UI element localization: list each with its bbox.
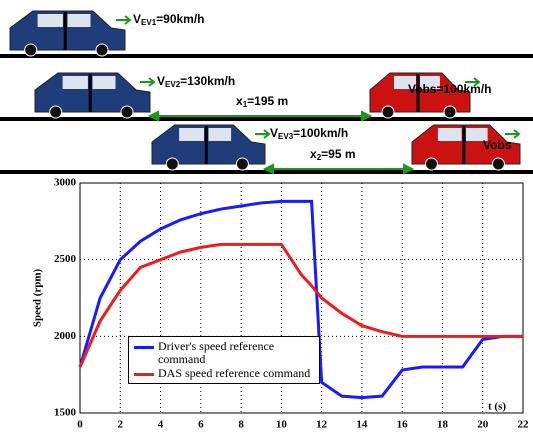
wheel	[96, 44, 108, 56]
wheel	[50, 106, 62, 118]
x-tick-label: 14	[356, 419, 368, 431]
speed-label: VEV1=90km/h	[133, 12, 205, 27]
car	[35, 73, 154, 118]
car	[152, 125, 269, 170]
y-tick-label: 3000	[54, 177, 77, 189]
distance-label: x2=95 m	[310, 147, 356, 162]
x-tick-label: 16	[397, 419, 409, 431]
legend-swatch	[134, 373, 154, 376]
wheel	[425, 158, 437, 170]
x-tick-label: 20	[477, 419, 489, 431]
car	[10, 11, 130, 56]
x-tick-label: 12	[316, 419, 328, 431]
legend-item: Driver's speed reference command	[132, 340, 316, 366]
car-window	[68, 14, 91, 27]
speed-label: VEV2=130km/h	[157, 74, 235, 89]
wheel	[382, 106, 394, 118]
car-window	[38, 14, 63, 27]
speed-label: VEV3=100km/h	[270, 126, 348, 141]
car-window	[438, 128, 462, 141]
wheel	[121, 106, 133, 118]
car-window	[179, 128, 204, 141]
motion-arrow	[255, 130, 269, 138]
legend-swatch	[134, 346, 154, 349]
motion-arrow	[140, 78, 154, 86]
obstacle-label: Vobs	[483, 138, 512, 152]
legend-label: DAS speed reference command	[158, 366, 310, 380]
wheel	[236, 158, 248, 170]
x-tick-label: 2	[118, 419, 124, 431]
wheel	[444, 106, 456, 118]
y-axis-label: Speed (rpm)	[32, 268, 44, 327]
wheel	[166, 158, 178, 170]
car-window	[209, 128, 232, 141]
car-window	[93, 76, 116, 89]
x-tick-label: 10	[276, 419, 288, 431]
figure: VEV1=90km/h VEV2=130km/h VEV3=100km/h Vo…	[0, 0, 533, 439]
y-tick-label: 1500	[54, 407, 77, 419]
x-tick-label: 18	[437, 419, 449, 431]
scenario-diagram: VEV1=90km/h VEV2=130km/h VEV3=100km/h Vo…	[0, 11, 533, 173]
y-tick-label: 2000	[54, 330, 77, 342]
motion-arrow	[505, 130, 519, 138]
x-tick-label: 6	[198, 419, 204, 431]
y-tick-label: 2500	[54, 253, 77, 265]
x-tick-label: 22	[518, 419, 530, 431]
distance-label: x1=195 m	[236, 94, 288, 109]
x-tick-label: 4	[158, 419, 164, 431]
motion-arrow	[116, 16, 130, 24]
obstacle-label: Vobs=100km/h	[408, 82, 491, 96]
x-tick-label: 0	[77, 419, 83, 431]
x-axis-label: t (s)	[488, 401, 506, 413]
car-window	[63, 76, 88, 89]
wheel	[492, 158, 504, 170]
x-tick-label: 8	[238, 419, 244, 431]
wheel	[25, 44, 37, 56]
legend-item: DAS speed reference command	[132, 367, 316, 380]
legend-label: Driver's speed reference command	[158, 339, 274, 366]
